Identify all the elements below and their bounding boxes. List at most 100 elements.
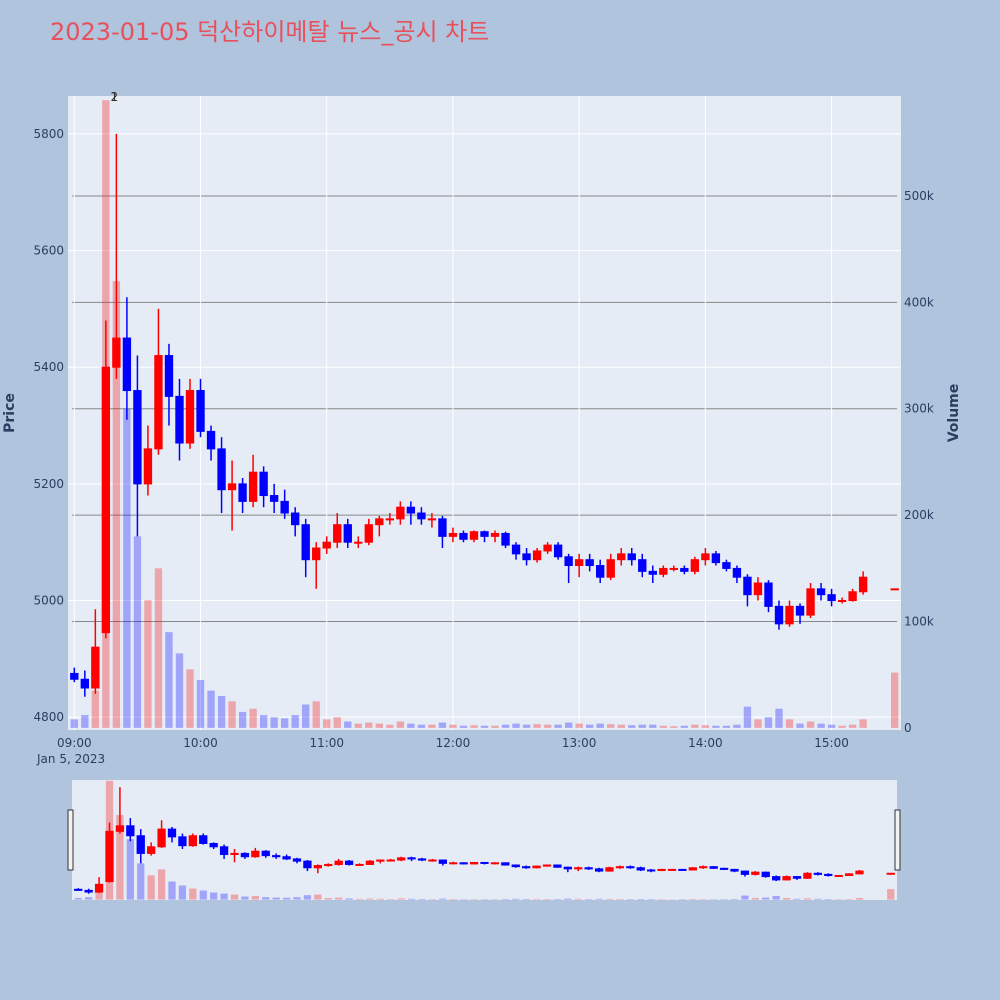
candle-body [659, 567, 668, 575]
candle-body [259, 471, 268, 497]
slider-volume-bar [605, 898, 614, 900]
slider-volume-bar [637, 898, 645, 900]
y2-tick-label: 100k [904, 614, 934, 628]
slider-volume-bar [845, 898, 853, 900]
x-tick-label: 14:00 [688, 736, 723, 750]
candle-body [80, 678, 90, 689]
candle-body [743, 576, 752, 596]
slider-volume-bar [449, 898, 457, 900]
candle-body [690, 559, 700, 572]
slider-candle-body [688, 867, 697, 871]
slider-volume-bar [147, 875, 155, 900]
volume-bar [701, 725, 710, 728]
candle-body [269, 495, 279, 502]
y-tick-label: 5800 [33, 127, 64, 141]
slider-candle-body [615, 866, 625, 869]
slider-candle-body [813, 872, 822, 875]
y2-tick-label: 300k [904, 402, 934, 416]
candle-body [438, 518, 447, 537]
slider-candle-body [751, 871, 760, 875]
slider-candle-body [792, 876, 802, 879]
y-tick-label: 5200 [33, 477, 64, 491]
slider-candle-body [709, 866, 718, 869]
range-handle-left[interactable] [67, 809, 74, 871]
volume-bar [659, 725, 667, 728]
slider-candle-body [376, 859, 385, 862]
slider-candle-body [501, 862, 510, 866]
slider-volume-bar [626, 899, 634, 900]
slider-candle-body [282, 856, 291, 860]
volume-bar [543, 724, 552, 728]
slider-candle-body [386, 859, 395, 862]
candle-body [785, 605, 794, 625]
candle-body [227, 483, 237, 491]
slider-candle-body [157, 828, 166, 848]
range-handle-right[interactable] [894, 809, 901, 871]
candle-body [827, 594, 836, 602]
candle-body [480, 531, 489, 537]
slider-candle-body [84, 889, 93, 893]
candle-body [543, 544, 552, 552]
slider-candle-body [407, 857, 416, 860]
volume-bar [396, 721, 405, 728]
candle-body [711, 553, 721, 564]
volume-bar [270, 717, 278, 728]
volume-bar [712, 725, 720, 728]
slider-candle-body [480, 861, 489, 864]
slider-candle-body [428, 859, 437, 862]
candle-body [680, 567, 689, 572]
candle-body [206, 430, 216, 450]
slider-volume-bar [595, 898, 603, 900]
slider-candle-body [761, 871, 770, 878]
slider-candle-body [719, 867, 729, 870]
volume-bar [533, 724, 541, 728]
slider-volume-bar [230, 894, 239, 900]
slider-volume-bar [751, 897, 759, 900]
slider-volume-bar [741, 895, 749, 900]
candle-body [101, 366, 111, 634]
slider-candle-body [334, 860, 343, 865]
slider-candle-body [636, 867, 645, 871]
volume-bar [280, 718, 289, 728]
candle-body [301, 524, 310, 561]
slider-volume-bar [116, 815, 124, 900]
candle-body [417, 512, 426, 520]
slider-candle-body [699, 866, 708, 869]
candle-body [291, 512, 300, 526]
candle-body [248, 471, 258, 502]
slider-volume-bar [793, 898, 801, 900]
candle-body [553, 544, 563, 558]
slider-candle-body [209, 842, 218, 848]
x-tick-label: 12:00 [436, 736, 471, 750]
slider-volume-bar [178, 885, 187, 900]
slider-candle-body [449, 862, 458, 865]
candle-body [385, 518, 395, 521]
candle-body [806, 588, 815, 616]
range-slider[interactable] [72, 780, 897, 900]
slider-volume-bar [887, 889, 895, 900]
candle-body [333, 524, 342, 543]
slider-volume-bar [855, 897, 864, 900]
slider-candle-body [678, 868, 687, 871]
candle-body [196, 390, 205, 432]
candle-body [753, 582, 763, 596]
annotation: 2 [110, 90, 118, 104]
chart-title: 2023-01-05 덕산하이메탈 뉴스_공시 차트 [50, 18, 489, 46]
candle-body [638, 559, 647, 572]
slider-candle-body [365, 860, 375, 865]
slider-volume-bar [564, 898, 572, 900]
slider-candle-body [532, 865, 541, 869]
slider-candle-body [647, 869, 656, 872]
candle-body [732, 567, 742, 578]
candle-body [70, 672, 79, 680]
slider-volume-bar [282, 897, 291, 900]
slider-candle-body [136, 835, 145, 854]
volume-bar [806, 721, 815, 728]
slider-candle-body [511, 864, 520, 868]
y2-tick-label: 500k [904, 189, 934, 203]
slider-volume-bar [439, 898, 447, 900]
slider-candle-body [324, 863, 333, 867]
slider-candle-body [553, 864, 562, 868]
volume-bar [133, 536, 142, 728]
candle-body [164, 355, 174, 397]
